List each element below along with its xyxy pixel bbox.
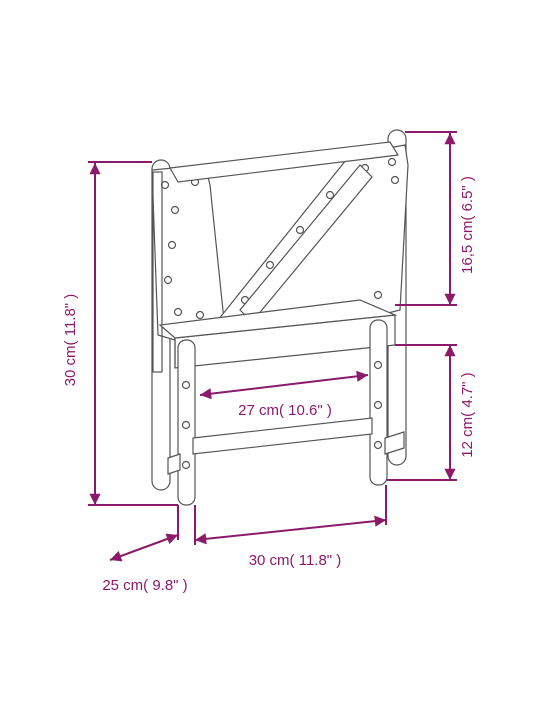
dim-height-lower-label: 12 cm( 4.7" ) — [459, 372, 476, 457]
dim-depth: 25 cm( 9.8" ) — [102, 505, 187, 594]
dimension-diagram: 30 cm( 11.8" ) 25 cm( 9.8" ) 30 cm( 11.8… — [0, 0, 540, 720]
dim-shelf-width: 27 cm( 10.6" ) — [200, 375, 368, 419]
dimension-lines: 30 cm( 11.8" ) 25 cm( 9.8" ) 30 cm( 11.8… — [62, 132, 476, 594]
dim-height-upper-label: 16,5 cm( 6.5" ) — [459, 176, 476, 274]
dim-height-total-label: 30 cm( 11.8" ) — [62, 294, 79, 387]
dim-shelf-width-label: 27 cm( 10.6" ) — [238, 402, 332, 419]
rear-rail-left — [168, 454, 180, 474]
left-front-post — [178, 340, 195, 505]
lower-rail — [193, 418, 372, 454]
right-front-post — [370, 320, 387, 485]
dim-width-bottom: 30 cm( 11.8" ) — [195, 485, 386, 569]
product-drawing — [152, 130, 408, 505]
dim-depth-label: 25 cm( 9.8" ) — [102, 577, 187, 594]
dim-width-bottom-label: 30 cm( 11.8" ) — [249, 552, 342, 569]
